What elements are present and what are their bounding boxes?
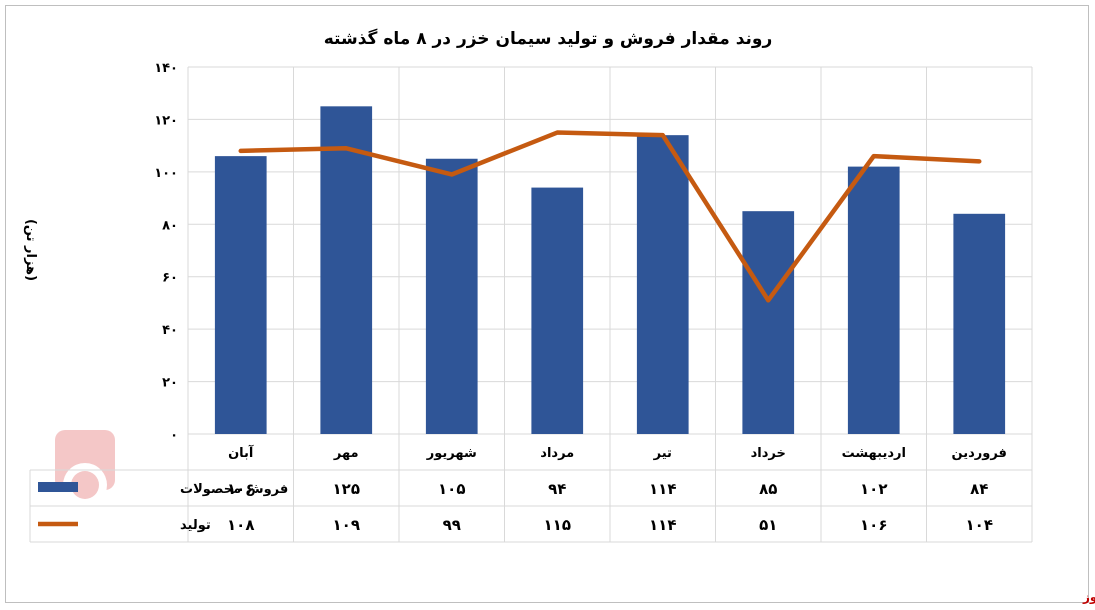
table-value: ۱۱۴ <box>649 480 676 498</box>
bar <box>425 158 478 434</box>
y-tick-label: ۸۰ <box>162 218 178 233</box>
category-label: اردیبهشت <box>842 446 906 461</box>
bar-series <box>214 106 1006 435</box>
table-value: ۱۲۵ <box>333 480 360 498</box>
table-value: ۵۱ <box>759 516 777 534</box>
bar <box>847 166 900 434</box>
category-label: مرداد <box>540 446 574 461</box>
table-value: ۱۰۹ <box>333 516 360 534</box>
legend-label: تولید <box>180 518 211 533</box>
bar <box>742 211 795 434</box>
y-tick-label: ۲۰ <box>162 376 178 391</box>
bar <box>531 187 584 434</box>
source-label: بورس نیوز <box>1082 590 1095 605</box>
bar <box>636 135 689 434</box>
y-tick-label: ۱۰۰ <box>154 166 178 181</box>
y-axis-label: (هزار تن) <box>23 219 38 281</box>
table-value: ۱۱۵ <box>544 516 571 534</box>
category-label: مهر <box>333 446 359 461</box>
table-value: ۱۰۸ <box>227 516 254 534</box>
y-tick-label: ۶۰ <box>162 271 178 286</box>
category-label: فروردین <box>952 446 1007 461</box>
table-value: ۹۴ <box>548 480 566 498</box>
grid-lines <box>187 66 1033 542</box>
table-value: ۱۰۶ <box>860 516 887 534</box>
category-label: شهریور <box>426 446 477 461</box>
chart-frame <box>5 5 1089 603</box>
y-tick-label: ۱۴۰ <box>154 61 178 76</box>
chart-title: روند مقدار فروش و تولید سیمان خزر در ۸ م… <box>324 28 773 49</box>
table-value: ۸۵ <box>759 480 777 498</box>
table-value: ۱۰۵ <box>438 480 465 498</box>
line-series <box>238 130 982 303</box>
legend-key-bar <box>38 482 78 492</box>
bar <box>320 106 373 435</box>
table-value: ۱۱۴ <box>649 516 676 534</box>
table-value: ۸۴ <box>970 480 988 498</box>
table-value: ۹۹ <box>443 516 461 534</box>
category-label: آبان <box>228 444 254 461</box>
table-value: ۱۰۴ <box>966 516 993 534</box>
y-tick-label: ۴۰ <box>162 323 178 338</box>
table-value: ۱۰۲ <box>860 480 887 498</box>
y-axis-ticks: ۰ ۲۰ ۴۰ ۶۰ ۸۰ ۱۰۰ ۱۲۰ ۱۴۰ <box>154 61 178 443</box>
table-values: فروش محصولات ۸۴ ۱۰۲ ۸۵ ۱۱۴ ۹۴ ۱۰۵ ۱۲۵ ۱۰۶ تولید ۱۰… <box>38 480 993 534</box>
category-labels: فروردین اردیبهشت خرداد تیر مرداد شهریور مهر آبا… <box>228 444 1007 461</box>
legend-label: فروش محصولات <box>180 482 288 497</box>
y-tick-label: ۱۲۰ <box>154 113 178 128</box>
bar <box>214 156 267 434</box>
category-label: خرداد <box>751 446 786 461</box>
bar <box>953 213 1006 434</box>
watermark-logo <box>55 430 115 507</box>
table-value: ۱۰۶ <box>227 480 254 498</box>
line-path <box>238 130 982 303</box>
y-tick-label: ۰ <box>170 428 178 443</box>
category-label: تیر <box>653 446 672 461</box>
